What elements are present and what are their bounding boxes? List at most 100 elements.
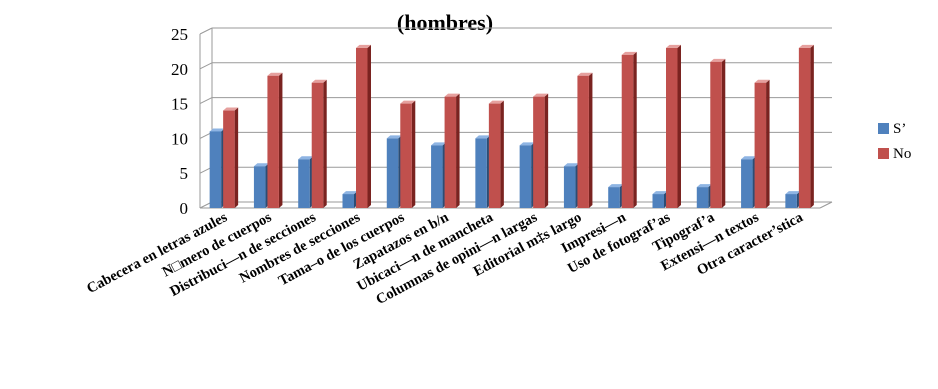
bar-top bbox=[754, 79, 770, 83]
bar-top bbox=[311, 79, 327, 83]
legend-label: S’ bbox=[893, 121, 906, 137]
bar bbox=[223, 110, 235, 208]
bar-group bbox=[209, 107, 239, 208]
bar-side bbox=[544, 93, 549, 208]
bar bbox=[400, 103, 412, 208]
bar-side bbox=[633, 51, 637, 208]
legend-swatch bbox=[878, 148, 889, 159]
bar-top bbox=[267, 72, 283, 76]
gridline-depth bbox=[199, 62, 213, 70]
y-tick-label: 0 bbox=[180, 199, 189, 218]
bar-top bbox=[209, 128, 225, 132]
bar-top bbox=[563, 163, 579, 167]
bar-side bbox=[456, 93, 460, 208]
bar bbox=[696, 187, 709, 208]
bar-side bbox=[323, 79, 327, 208]
bar-top bbox=[253, 163, 269, 167]
bar-side bbox=[500, 100, 504, 208]
bar-top bbox=[785, 191, 801, 195]
y-tick-label: 25 bbox=[171, 25, 188, 44]
bar-top bbox=[741, 156, 757, 160]
bar-side bbox=[810, 44, 814, 208]
bar-top bbox=[431, 142, 447, 146]
bar-top bbox=[798, 44, 814, 48]
bar-side bbox=[677, 44, 681, 208]
bar-top bbox=[696, 184, 712, 188]
bar bbox=[267, 75, 279, 208]
bars bbox=[209, 44, 814, 209]
bar bbox=[356, 47, 368, 208]
bar-group bbox=[342, 44, 371, 208]
legend: S’ No bbox=[878, 121, 911, 162]
bar-top bbox=[577, 72, 593, 76]
bar bbox=[431, 145, 443, 208]
bar bbox=[298, 159, 310, 208]
bar-group bbox=[298, 79, 327, 208]
bar bbox=[741, 159, 753, 208]
bar bbox=[386, 138, 399, 208]
bar bbox=[608, 187, 620, 208]
bar bbox=[563, 166, 576, 208]
bar-group bbox=[785, 44, 814, 208]
bar-top bbox=[386, 135, 402, 139]
bar-group bbox=[608, 51, 637, 208]
bar bbox=[754, 82, 767, 208]
bar bbox=[798, 47, 811, 208]
bar-top bbox=[356, 44, 371, 48]
gridlines bbox=[199, 27, 832, 209]
bar bbox=[785, 194, 797, 208]
bar-side bbox=[278, 72, 283, 208]
bar-side bbox=[367, 44, 371, 208]
bar-top bbox=[533, 93, 549, 97]
chart-title: (hombres) bbox=[397, 10, 493, 35]
bar-top bbox=[621, 51, 637, 55]
legend-label: No bbox=[893, 146, 911, 162]
bar-top bbox=[298, 156, 314, 160]
bar bbox=[533, 96, 545, 208]
bar bbox=[475, 138, 487, 208]
axes bbox=[199, 28, 833, 209]
bar bbox=[209, 131, 222, 208]
bar-group bbox=[696, 58, 726, 209]
bar bbox=[652, 194, 664, 208]
bar-top bbox=[475, 135, 491, 139]
bar-group bbox=[253, 72, 283, 208]
bar-top bbox=[488, 100, 504, 104]
bar-group bbox=[563, 72, 593, 208]
bar-group bbox=[519, 93, 549, 208]
bar-group bbox=[652, 44, 681, 208]
bar-side bbox=[766, 79, 770, 208]
bar-top bbox=[519, 142, 535, 146]
floor-edge bbox=[819, 201, 833, 209]
bar-group bbox=[475, 100, 504, 208]
bar bbox=[710, 61, 722, 209]
bar bbox=[577, 75, 589, 208]
bar-top bbox=[400, 100, 416, 104]
legend-swatch bbox=[878, 123, 889, 134]
bar-top bbox=[444, 93, 460, 97]
bar-side bbox=[588, 72, 593, 208]
y-tick-label: 20 bbox=[171, 60, 188, 79]
bar bbox=[666, 47, 678, 208]
gridline-depth bbox=[199, 27, 213, 35]
bar bbox=[519, 145, 532, 208]
bar-top bbox=[608, 184, 624, 188]
bar bbox=[621, 54, 634, 208]
bar-side bbox=[411, 100, 416, 208]
bar bbox=[488, 103, 501, 208]
y-tick-label: 5 bbox=[180, 164, 189, 183]
bar-top bbox=[666, 44, 681, 48]
y-tick-label: 10 bbox=[171, 129, 188, 148]
bar-side bbox=[721, 58, 726, 209]
bar bbox=[253, 166, 266, 208]
bar-top bbox=[710, 58, 726, 62]
bar-group bbox=[386, 100, 416, 208]
bar-side bbox=[234, 107, 239, 208]
y-axis-ticks: 0 5 10 15 20 25 bbox=[171, 25, 188, 218]
bar bbox=[444, 96, 457, 208]
bar-group bbox=[741, 79, 770, 208]
bar-group bbox=[431, 93, 460, 208]
bar bbox=[311, 82, 324, 208]
